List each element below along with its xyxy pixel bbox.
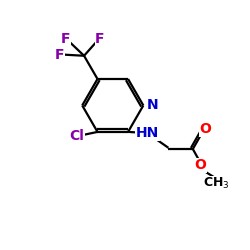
Text: N: N [146,98,158,112]
Text: F: F [60,32,70,46]
Text: Cl: Cl [69,129,84,143]
Text: O: O [200,122,211,136]
Text: CH$_3$: CH$_3$ [203,176,229,191]
Text: HN: HN [136,126,159,140]
Text: F: F [54,48,64,62]
Text: F: F [95,32,105,46]
Text: O: O [194,158,206,172]
